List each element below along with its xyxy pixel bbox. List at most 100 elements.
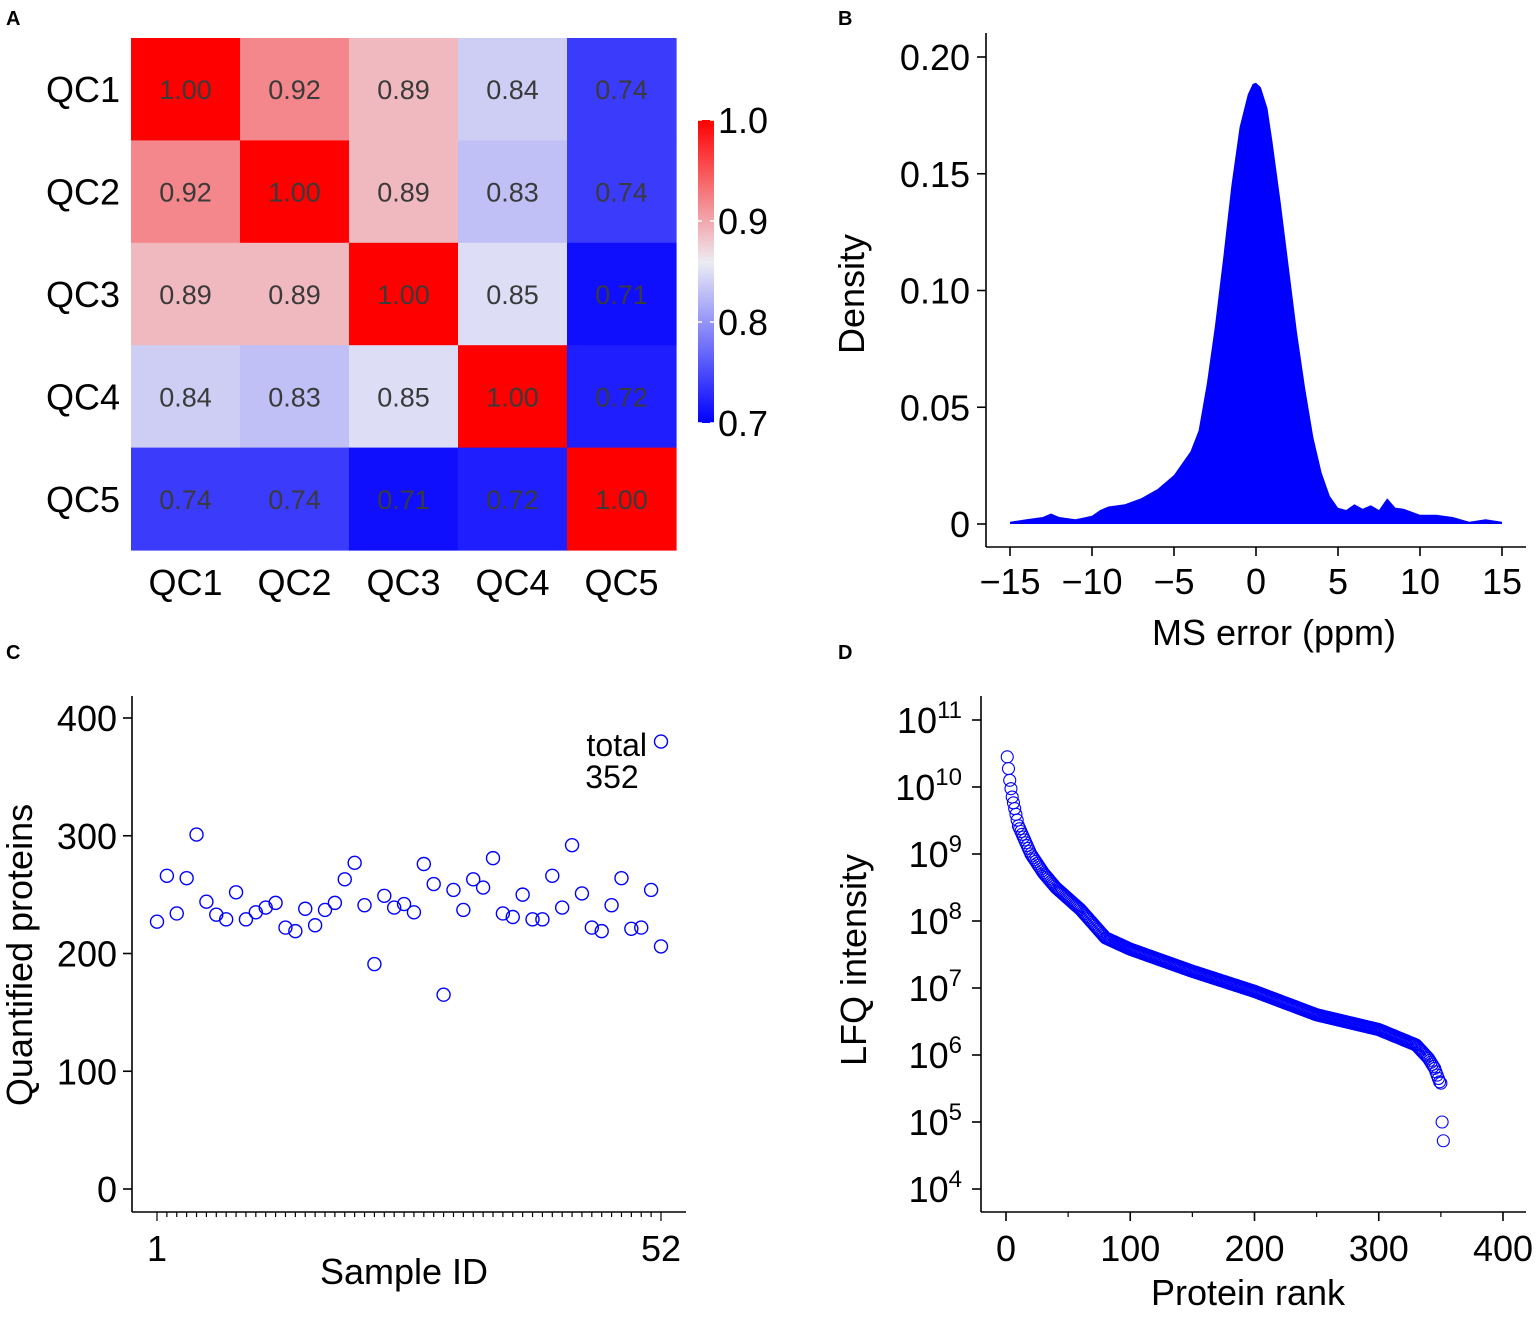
heatmap-cell [240, 140, 350, 244]
heatmap-row-label: QC3 [46, 274, 120, 315]
sample-point [456, 902, 471, 918]
y-tick-label: 400 [57, 698, 117, 739]
heatmap-cell-label: 0.72 [595, 382, 648, 412]
y-axis-title: LFQ intensity [833, 854, 874, 1066]
colorbar-tick-label: 1.0 [718, 100, 768, 141]
sample-point [643, 882, 659, 898]
heatmap-cell [240, 242, 350, 346]
heatmap-col-label: QC4 [475, 562, 549, 603]
sample-point [238, 912, 254, 927]
y-tick-label: 105 [909, 1099, 962, 1143]
panel-label-b: B [838, 8, 852, 30]
heatmap-cell-label: 0.74 [595, 178, 648, 208]
sample-point [485, 850, 501, 866]
heatmap-cell [131, 345, 241, 449]
sample-point [169, 906, 184, 921]
protein-point [1001, 762, 1016, 776]
sample-point [416, 856, 432, 872]
sample-point [218, 912, 234, 927]
panel-c-scatter: 0 100 200 300 400 1 52 total 352 Sample ID Qu… [0, 696, 686, 1292]
protein-point [1419, 1049, 1433, 1063]
sample-point [258, 900, 273, 915]
density-area [1010, 82, 1502, 524]
y-tick-label: 104 [909, 1166, 962, 1210]
heatmap-cell-label: 0.83 [486, 178, 539, 208]
heatmap-col-label: QC5 [584, 562, 658, 603]
sample-point [406, 905, 422, 920]
heatmap-cell-label: 1.00 [595, 485, 648, 515]
sample-point [386, 900, 402, 915]
heatmap-cell [131, 242, 241, 346]
heatmap-cell-label: 0.72 [486, 485, 539, 515]
sample-point [278, 920, 293, 935]
sample-point [337, 872, 352, 887]
colorbar [698, 120, 714, 423]
heatmap-cell-label: 0.71 [595, 280, 648, 310]
sample-point [347, 855, 362, 871]
y-tick-label: 200 [57, 934, 117, 975]
sample-point [604, 898, 619, 913]
sample-point [525, 912, 540, 927]
heatmap-cell [458, 345, 568, 449]
heatmap-cell-label: 0.89 [377, 178, 430, 208]
heatmap-cell-label: 0.89 [268, 280, 321, 310]
y-tick-label: 109 [909, 831, 962, 875]
heatmap-cell-label: 0.85 [377, 382, 430, 412]
y-tick-label: 0.20 [900, 37, 970, 78]
y-tick-label: 0.10 [900, 271, 970, 312]
x-tick-label: 10 [1400, 561, 1440, 602]
heatmap-row-label: QC2 [46, 172, 120, 213]
heatmap-cell [567, 140, 677, 244]
sample-point [574, 886, 590, 901]
y-tick-label: 106 [909, 1032, 962, 1076]
y-tick-label: 107 [909, 965, 962, 1009]
heatmap-cell [131, 140, 241, 244]
heatmap-cell [349, 447, 459, 551]
heatmap-cell-label: 0.92 [268, 75, 321, 105]
sample-point [634, 920, 649, 935]
heatmap-cell [240, 345, 350, 449]
panel-a-heatmap: 1.00 0.92 0.89 0.84 0.74 0.92 1.00 0.89 0.83 0.74… [46, 38, 768, 603]
panel-label-a: A [6, 8, 20, 30]
y-tick-label: 0 [97, 1169, 117, 1210]
sample-point [475, 880, 491, 895]
sample-point [149, 914, 165, 929]
heatmap-cell [567, 447, 677, 551]
heatmap-cell [458, 140, 568, 244]
protein-point [1435, 1115, 1449, 1129]
heatmap-cell-label: 0.84 [159, 382, 212, 412]
panel-label-d: D [838, 642, 852, 664]
sample-point [317, 902, 333, 918]
x-tick-label: 15 [1482, 561, 1522, 602]
panel-label-c: C [6, 642, 20, 664]
x-tick-label: 200 [1224, 1228, 1284, 1269]
sample-point [327, 895, 343, 911]
heatmap-cell-label: 0.89 [377, 75, 430, 105]
protein-point [1433, 1075, 1447, 1089]
sample-point [228, 885, 244, 900]
y-tick-label: 300 [57, 816, 117, 857]
x-tick-label: −15 [979, 561, 1040, 602]
sample-point [159, 868, 175, 883]
heatmap-cell-label: 0.85 [486, 280, 539, 310]
sample-point [209, 907, 224, 922]
heatmap-cell-label: 1.00 [268, 178, 321, 208]
sample-point [288, 923, 303, 939]
y-tick-label: 1011 [897, 697, 962, 741]
y-axis-title: Quantified proteins [0, 804, 40, 1106]
heatmap-cell [458, 38, 568, 141]
sample-point [436, 987, 451, 1002]
protein-point [1010, 813, 1024, 827]
x-axis-title: Sample ID [320, 1251, 488, 1292]
protein-point [1000, 750, 1014, 764]
colorbar-tick-label: 0.9 [718, 201, 768, 242]
sample-point [564, 837, 580, 853]
heatmap-cell-label: 0.74 [159, 485, 212, 515]
protein-point [1003, 773, 1017, 787]
heatmap-row-label: QC4 [46, 376, 120, 417]
sample-point [446, 882, 461, 898]
sample-point [426, 876, 441, 892]
sample-point [199, 894, 214, 909]
protein-point [1425, 1057, 1439, 1071]
